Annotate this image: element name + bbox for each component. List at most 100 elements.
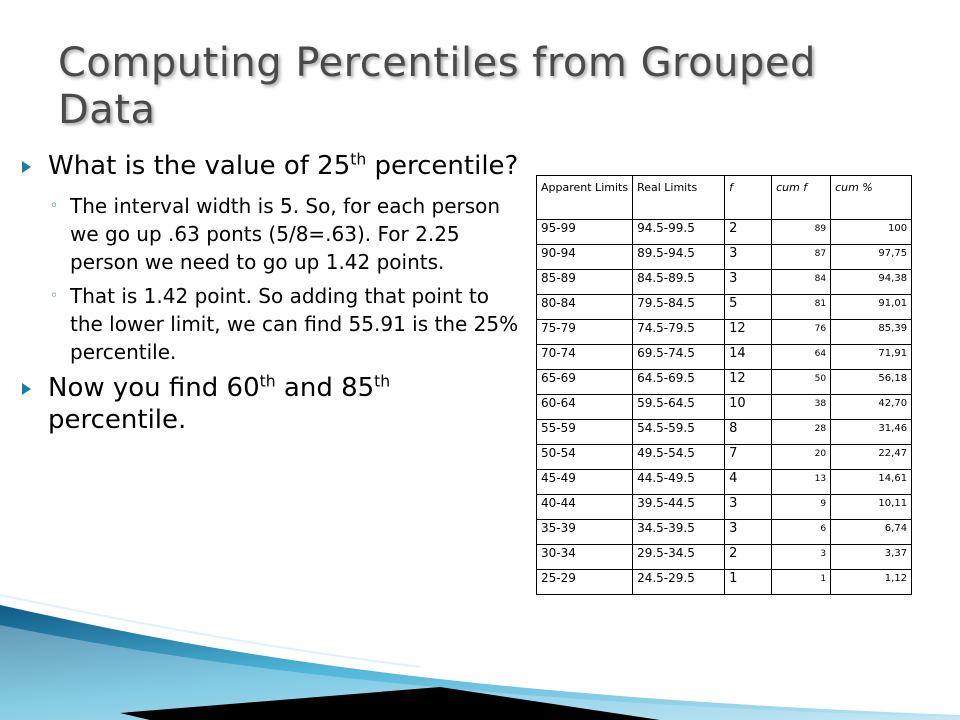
circle-bullet-icon: ◦ <box>50 198 59 214</box>
slide-body: What is the value of 25th percentile? ◦ … <box>22 150 527 446</box>
table-row: 75-79 74.5-79.5 12 76 85,39 <box>535 319 913 345</box>
table-cell: 100 <box>830 219 913 245</box>
table-cell: 44.5-49.5 <box>632 469 726 495</box>
table-cell: 56,18 <box>830 369 913 395</box>
table-cell: 10,11 <box>830 494 913 520</box>
table-cell: 85,39 <box>830 319 913 345</box>
table-cell: 89.5-94.5 <box>632 244 726 270</box>
table-cell: 80-84 <box>535 294 634 320</box>
table-cell: 45-49 <box>535 469 634 495</box>
table-row: 40-44 39.5-44.5 3 9 10,11 <box>535 494 913 520</box>
table-header-cell: f <box>724 175 773 220</box>
table-cell: 3 <box>724 269 773 295</box>
table-cell: 14,61 <box>830 469 913 495</box>
table-cell: 76 <box>771 319 832 345</box>
table-cell: 6 <box>771 519 832 545</box>
table-cell: 12 <box>724 369 773 395</box>
table-cell: 22,47 <box>830 444 913 470</box>
table-row: 30-34 29.5-34.5 2 3 3,37 <box>535 544 913 570</box>
bullet-2: Now you find 60th and 85th percentile. <box>22 372 527 436</box>
table-cell: 2 <box>724 544 773 570</box>
table-cell: 54.5-59.5 <box>632 419 726 445</box>
table-cell: 84.5-89.5 <box>632 269 726 295</box>
table-cell: 97,75 <box>830 244 913 270</box>
table-cell: 91,01 <box>830 294 913 320</box>
table-row: 25-29 24.5-29.5 1 1 1,12 <box>535 569 913 595</box>
table-cell: 1 <box>771 569 832 595</box>
table-cell: 12 <box>724 319 773 345</box>
table-row: 95-99 94.5-99.5 2 89 100 <box>535 219 913 245</box>
subbullet-1: ◦ The interval width is 5. So, for each … <box>22 192 527 276</box>
slide-title: Computing Percentiles from Grouped Data <box>58 40 816 133</box>
table-row: 90-94 89.5-94.5 3 87 97,75 <box>535 244 913 270</box>
table-cell: 3 <box>771 544 832 570</box>
table-cell: 74.5-79.5 <box>632 319 726 345</box>
table-cell: 20 <box>771 444 832 470</box>
table-cell: 49.5-54.5 <box>632 444 726 470</box>
triangle-bullet-icon <box>22 161 31 173</box>
table-cell: 50-54 <box>535 444 634 470</box>
table-cell: 8 <box>724 419 773 445</box>
bullet-2-text-post: percentile. <box>48 405 187 435</box>
table-cell: 65-69 <box>535 369 634 395</box>
table-cell: 10 <box>724 394 773 420</box>
table-header-cell: cum f <box>771 175 832 220</box>
table-cell: 55-59 <box>535 419 634 445</box>
table-cell: 29.5-34.5 <box>632 544 726 570</box>
table-cell: 85-89 <box>535 269 634 295</box>
subbullet-2: ◦ That is 1.42 point. So adding that poi… <box>22 282 527 366</box>
bullet-2-text-mid: and 85 <box>275 373 375 403</box>
table-cell: 89 <box>771 219 832 245</box>
table-cell: 81 <box>771 294 832 320</box>
table-cell: 30-34 <box>535 544 634 570</box>
table-header-row: Apparent Limits Real Limits f cum f cum … <box>535 175 913 220</box>
table-cell: 25-29 <box>535 569 634 595</box>
table-cell: 38 <box>771 394 832 420</box>
table-row: 70-74 69.5-74.5 14 64 71,91 <box>535 344 913 370</box>
table-cell: 35-39 <box>535 519 634 545</box>
table-cell: 60-64 <box>535 394 634 420</box>
table-cell: 95-99 <box>535 219 634 245</box>
table-row: 50-54 49.5-54.5 7 20 22,47 <box>535 444 913 470</box>
table-row: 85-89 84.5-89.5 3 84 94,38 <box>535 269 913 295</box>
table-cell: 69.5-74.5 <box>632 344 726 370</box>
table-cell: 87 <box>771 244 832 270</box>
bullet-2-sup2: th <box>374 372 391 391</box>
table-cell: 94.5-99.5 <box>632 219 726 245</box>
table-cell: 42,70 <box>830 394 913 420</box>
table-cell: 1,12 <box>830 569 913 595</box>
table-cell: 7 <box>724 444 773 470</box>
table-cell: 39.5-44.5 <box>632 494 726 520</box>
table-cell: 84 <box>771 269 832 295</box>
table-header-cell: cum % <box>830 175 913 220</box>
bullet-2-sup: th <box>259 372 276 391</box>
table-cell: 64 <box>771 344 832 370</box>
table-cell: 40-44 <box>535 494 634 520</box>
table-row: 45-49 44.5-49.5 4 13 14,61 <box>535 469 913 495</box>
table-cell: 94,38 <box>830 269 913 295</box>
table-cell: 34.5-39.5 <box>632 519 726 545</box>
bullet-1-sup: th <box>350 150 367 169</box>
triangle-bullet-icon <box>22 383 31 395</box>
bullet-1-text-pre: What is the value of 25 <box>48 151 351 181</box>
table-cell: 50 <box>771 369 832 395</box>
table-row: 80-84 79.5-84.5 5 81 91,01 <box>535 294 913 320</box>
table-row: 35-39 34.5-39.5 3 6 6,74 <box>535 519 913 545</box>
table-cell: 5 <box>724 294 773 320</box>
table-cell: 3,37 <box>830 544 913 570</box>
corner-decoration <box>0 594 960 720</box>
table-cell: 4 <box>724 469 773 495</box>
table-header-cell: Real Limits <box>632 175 726 220</box>
table-cell: 9 <box>771 494 832 520</box>
subbullet-1-text: The interval width is 5. So, for each pe… <box>70 194 501 274</box>
table-row: 55-59 54.5-59.5 8 28 31,46 <box>535 419 913 445</box>
table-cell: 24.5-29.5 <box>632 569 726 595</box>
table-cell: 31,46 <box>830 419 913 445</box>
table-cell: 28 <box>771 419 832 445</box>
table-cell: 70-74 <box>535 344 634 370</box>
table-cell: 79.5-84.5 <box>632 294 726 320</box>
frequency-table: Apparent Limits Real Limits f cum f cum … <box>535 175 913 595</box>
table-cell: 13 <box>771 469 832 495</box>
bullet-2-text-pre: Now you find 60 <box>48 373 260 403</box>
